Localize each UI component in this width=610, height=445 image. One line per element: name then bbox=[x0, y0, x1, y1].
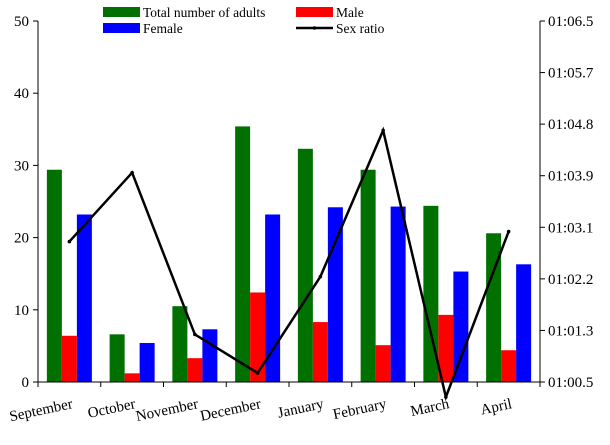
x-tick-label-march: March bbox=[409, 396, 451, 420]
y-tick-label-left-0: 0 bbox=[22, 375, 30, 391]
point-sex-ratio-november bbox=[193, 333, 197, 337]
point-sex-ratio-january bbox=[319, 275, 323, 279]
bar-male-november bbox=[187, 358, 202, 382]
point-sex-ratio-february bbox=[381, 129, 385, 133]
bar-male-april bbox=[501, 350, 516, 382]
y2-tick-label-0: 01:00.5 bbox=[548, 375, 593, 391]
x-tick-label-november: November bbox=[134, 396, 199, 425]
x-tick-label-december: December bbox=[199, 396, 263, 424]
bar-female-march bbox=[453, 272, 468, 382]
bar-total-number-of-adults-october bbox=[110, 334, 125, 382]
bar-total-number-of-adults-december bbox=[235, 126, 250, 382]
y2-tick-label-3: 01:03.1 bbox=[548, 220, 593, 236]
point-sex-ratio-march bbox=[444, 395, 448, 399]
y2-tick-label-5: 01:04.8 bbox=[548, 117, 593, 133]
bar-male-october bbox=[125, 373, 140, 382]
x-tick-label-february: February bbox=[332, 396, 389, 423]
y-tick-label-left-30: 30 bbox=[14, 158, 29, 174]
bar-male-september bbox=[62, 336, 77, 382]
y2-tick-label-6: 01:05.7 bbox=[548, 66, 594, 82]
bar-male-february bbox=[376, 345, 391, 382]
bar-male-january bbox=[313, 322, 328, 382]
bar-total-number-of-adults-february bbox=[361, 170, 376, 382]
x-tick-label-october: October bbox=[86, 396, 137, 422]
point-sex-ratio-september bbox=[68, 240, 72, 244]
point-sex-ratio-december bbox=[256, 371, 260, 375]
x-tick-label-september: September bbox=[8, 396, 74, 425]
y2-tick-label-2: 01:02.2 bbox=[548, 272, 593, 288]
point-sex-ratio-october bbox=[130, 171, 134, 175]
y2-tick-label-1: 01:01.3 bbox=[548, 323, 593, 339]
legend-swatch-male bbox=[296, 7, 333, 17]
x-tick-label-january: January bbox=[276, 396, 325, 421]
bar-female-november bbox=[202, 329, 217, 382]
y-tick-label-left-20: 20 bbox=[14, 231, 29, 247]
point-sex-ratio-april bbox=[507, 230, 511, 234]
bar-total-number-of-adults-january bbox=[298, 149, 313, 382]
y-tick-label-left-40: 40 bbox=[14, 86, 29, 102]
y2-tick-label-4: 01:03.9 bbox=[548, 169, 593, 185]
y-tick-label-left-10: 10 bbox=[14, 303, 29, 319]
bar-female-october bbox=[140, 343, 155, 382]
bar-female-january bbox=[328, 207, 343, 382]
bar-total-number-of-adults-november bbox=[172, 306, 187, 382]
legend-marker-sex-ratio bbox=[313, 26, 317, 30]
bar-female-february bbox=[391, 207, 406, 382]
bar-total-number-of-adults-september bbox=[47, 170, 62, 382]
x-tick-label-april: April bbox=[479, 396, 513, 418]
legend-label-sex-ratio: Sex ratio bbox=[336, 21, 385, 36]
legend-label-total-number-of-adults: Total number of adults bbox=[143, 5, 265, 20]
y2-tick-label-7: 01:06.5 bbox=[548, 14, 593, 30]
y-tick-label-left-50: 50 bbox=[14, 14, 29, 30]
bar-female-april bbox=[516, 264, 531, 382]
legend-swatch-total-number-of-adults bbox=[103, 7, 140, 17]
legend-label-male: Male bbox=[336, 5, 364, 20]
legend-label-female: Female bbox=[143, 21, 183, 36]
legend-swatch-female bbox=[103, 23, 140, 33]
bar-female-september bbox=[77, 214, 92, 382]
